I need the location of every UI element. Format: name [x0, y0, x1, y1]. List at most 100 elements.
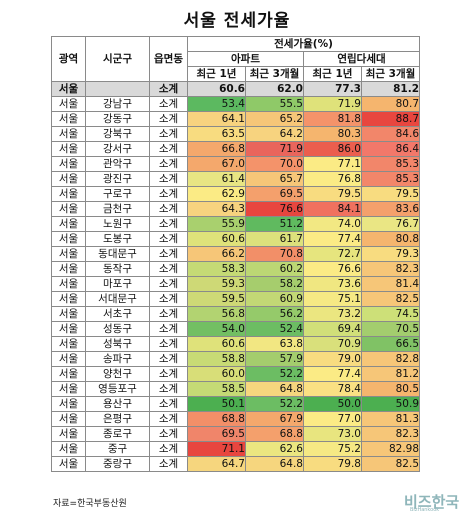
cell-region: 서울: [51, 336, 86, 352]
cell-villa-recent1: 71.9: [303, 96, 362, 112]
cell-region: 서울: [51, 441, 86, 457]
cell-town: 소계: [149, 126, 188, 142]
page-title: 서울 전세가율: [183, 11, 291, 31]
cell-villa-recent3m: 82.5: [360, 456, 421, 472]
cell-region: 서울: [51, 351, 86, 367]
cell-apt-recent1: 64.7: [187, 456, 246, 472]
cell-apt-recent3m: 52.2: [245, 366, 304, 382]
cell-apt-recent3m: 61.7: [245, 231, 304, 247]
table-row: 서울 강동구 소계 64.1 65.2 81.8 88.7: [51, 111, 421, 127]
cell-apt-recent3m: 64.8: [245, 381, 304, 397]
cell-apt-recent3m: 52.4: [245, 321, 304, 337]
cell-villa-recent1: 80.3: [303, 126, 362, 142]
cell-apt-recent1: 55.9: [187, 216, 246, 232]
table-row: 서울 용산구 소계 50.1 52.2 50.0 50.9: [51, 396, 421, 412]
cell-villa-recent3m: 82.3: [360, 261, 421, 277]
cell-town: 소계: [149, 156, 188, 172]
cell-villa-recent1: 73.0: [303, 426, 362, 442]
cell-villa-recent3m: 81.2: [360, 366, 421, 382]
table-row: 서울 중구 소계 71.1 62.6 75.2 82.98: [51, 441, 421, 457]
cell-region: 서울: [51, 216, 86, 232]
cell-town: 소계: [149, 351, 188, 367]
header-district: 시군구: [85, 36, 150, 82]
table-row: 서울 구로구 소계 62.9 69.5 79.5 79.5: [51, 186, 421, 202]
cell-district: 서대문구: [85, 291, 150, 307]
cell-apt-recent1: 56.8: [187, 306, 246, 322]
cell-district: 마포구: [85, 276, 150, 292]
cell-villa-recent1: 72.7: [303, 246, 362, 262]
table-row: 서울 중랑구 소계 64.7 64.8 79.8 82.5: [51, 456, 421, 472]
header-region: 광역: [51, 36, 86, 82]
cell-region: 서울: [51, 426, 86, 442]
cell-apt-recent3m: 64.2: [245, 126, 304, 142]
table-row: 서울 은평구 소계 68.8 67.9 77.0 81.3: [51, 411, 421, 427]
cell-district: 강동구: [85, 111, 150, 127]
cell-district: 종로구: [85, 426, 150, 442]
cell-apt-recent1: 63.5: [187, 126, 246, 142]
cell-town: 소계: [149, 111, 188, 127]
cell-villa-recent3m: 84.6: [360, 126, 421, 142]
cell-town: 소계: [149, 456, 188, 472]
total-apt-recent1: 60.6: [187, 81, 246, 97]
cell-district: 강서구: [85, 141, 150, 157]
cell-villa-recent3m: 86.4: [360, 141, 421, 157]
table-row: 서울 서대문구 소계 59.5 60.9 75.1 82.5: [51, 291, 421, 307]
cell-apt-recent3m: 67.9: [245, 411, 304, 427]
cell-region: 서울: [51, 171, 86, 187]
cell-villa-recent3m: 82.8: [360, 351, 421, 367]
cell-villa-recent3m: 79.3: [360, 246, 421, 262]
cell-district: 동대문구: [85, 246, 150, 262]
cell-apt-recent3m: 68.8: [245, 426, 304, 442]
cell-town: 소계: [149, 396, 188, 412]
cell-district: 중구: [85, 441, 150, 457]
cell-town: 소계: [149, 186, 188, 202]
cell-district: 용산구: [85, 396, 150, 412]
cell-town: 소계: [149, 306, 188, 322]
cell-town: 소계: [149, 216, 188, 232]
cell-district: 서초구: [85, 306, 150, 322]
cell-apt-recent1: 59.3: [187, 276, 246, 292]
header-apt-recent1: 최근 1년: [187, 66, 246, 82]
cell-villa-recent3m: 76.7: [360, 216, 421, 232]
cell-apt-recent3m: 57.9: [245, 351, 304, 367]
cell-district: 영등포구: [85, 381, 150, 397]
cell-apt-recent1: 60.6: [187, 336, 246, 352]
cell-villa-recent1: 73.2: [303, 306, 362, 322]
cell-apt-recent3m: 52.2: [245, 396, 304, 412]
cell-district: 성북구: [85, 336, 150, 352]
cell-region: 서울: [51, 306, 86, 322]
cell-apt-recent1: 59.5: [187, 291, 246, 307]
cell-region: 서울: [51, 201, 86, 217]
cell-apt-recent3m: 62.6: [245, 441, 304, 457]
cell-town: 소계: [149, 336, 188, 352]
cell-villa-recent1: 73.6: [303, 276, 362, 292]
cell-villa-recent3m: 82.98: [360, 441, 421, 457]
cell-region: 서울: [51, 96, 86, 112]
cell-villa-recent1: 86.0: [303, 141, 362, 157]
cell-town: 소계: [149, 411, 188, 427]
total-apt-recent3m: 62.0: [245, 81, 304, 97]
cell-apt-recent1: 62.9: [187, 186, 246, 202]
cell-apt-recent1: 66.2: [187, 246, 246, 262]
cell-district: 금천구: [85, 201, 150, 217]
cell-region: 서울: [51, 156, 86, 172]
cell-apt-recent3m: 60.2: [245, 261, 304, 277]
cell-district: 구로구: [85, 186, 150, 202]
table-row: 서울 동작구 소계 58.3 60.2 76.6 82.3: [51, 261, 421, 277]
table-row: 서울 도봉구 소계 60.6 61.7 77.4 80.8: [51, 231, 421, 247]
cell-villa-recent3m: 82.5: [360, 291, 421, 307]
cell-villa-recent3m: 81.3: [360, 411, 421, 427]
cell-region: 서울: [51, 126, 86, 142]
cell-region: 서울: [51, 111, 86, 127]
cell-district: 노원구: [85, 216, 150, 232]
total-row: 서울 소계 60.6 62.0 77.3 81.2: [51, 81, 421, 97]
cell-apt-recent1: 64.3: [187, 201, 246, 217]
header-villa: 연립다세대: [302, 51, 421, 67]
table-row: 서울 노원구 소계 55.9 51.2 74.0 76.7: [51, 216, 421, 232]
cell-district: 관악구: [85, 156, 150, 172]
table-row: 서울 강남구 소계 53.4 55.5 71.9 80.7: [51, 96, 421, 112]
cell-villa-recent3m: 81.4: [360, 276, 421, 292]
header-villa-recent1: 최근 1년: [303, 66, 362, 82]
table-row: 서울 서초구 소계 56.8 56.2 73.2 74.5: [51, 306, 421, 322]
cell-district: 성동구: [85, 321, 150, 337]
